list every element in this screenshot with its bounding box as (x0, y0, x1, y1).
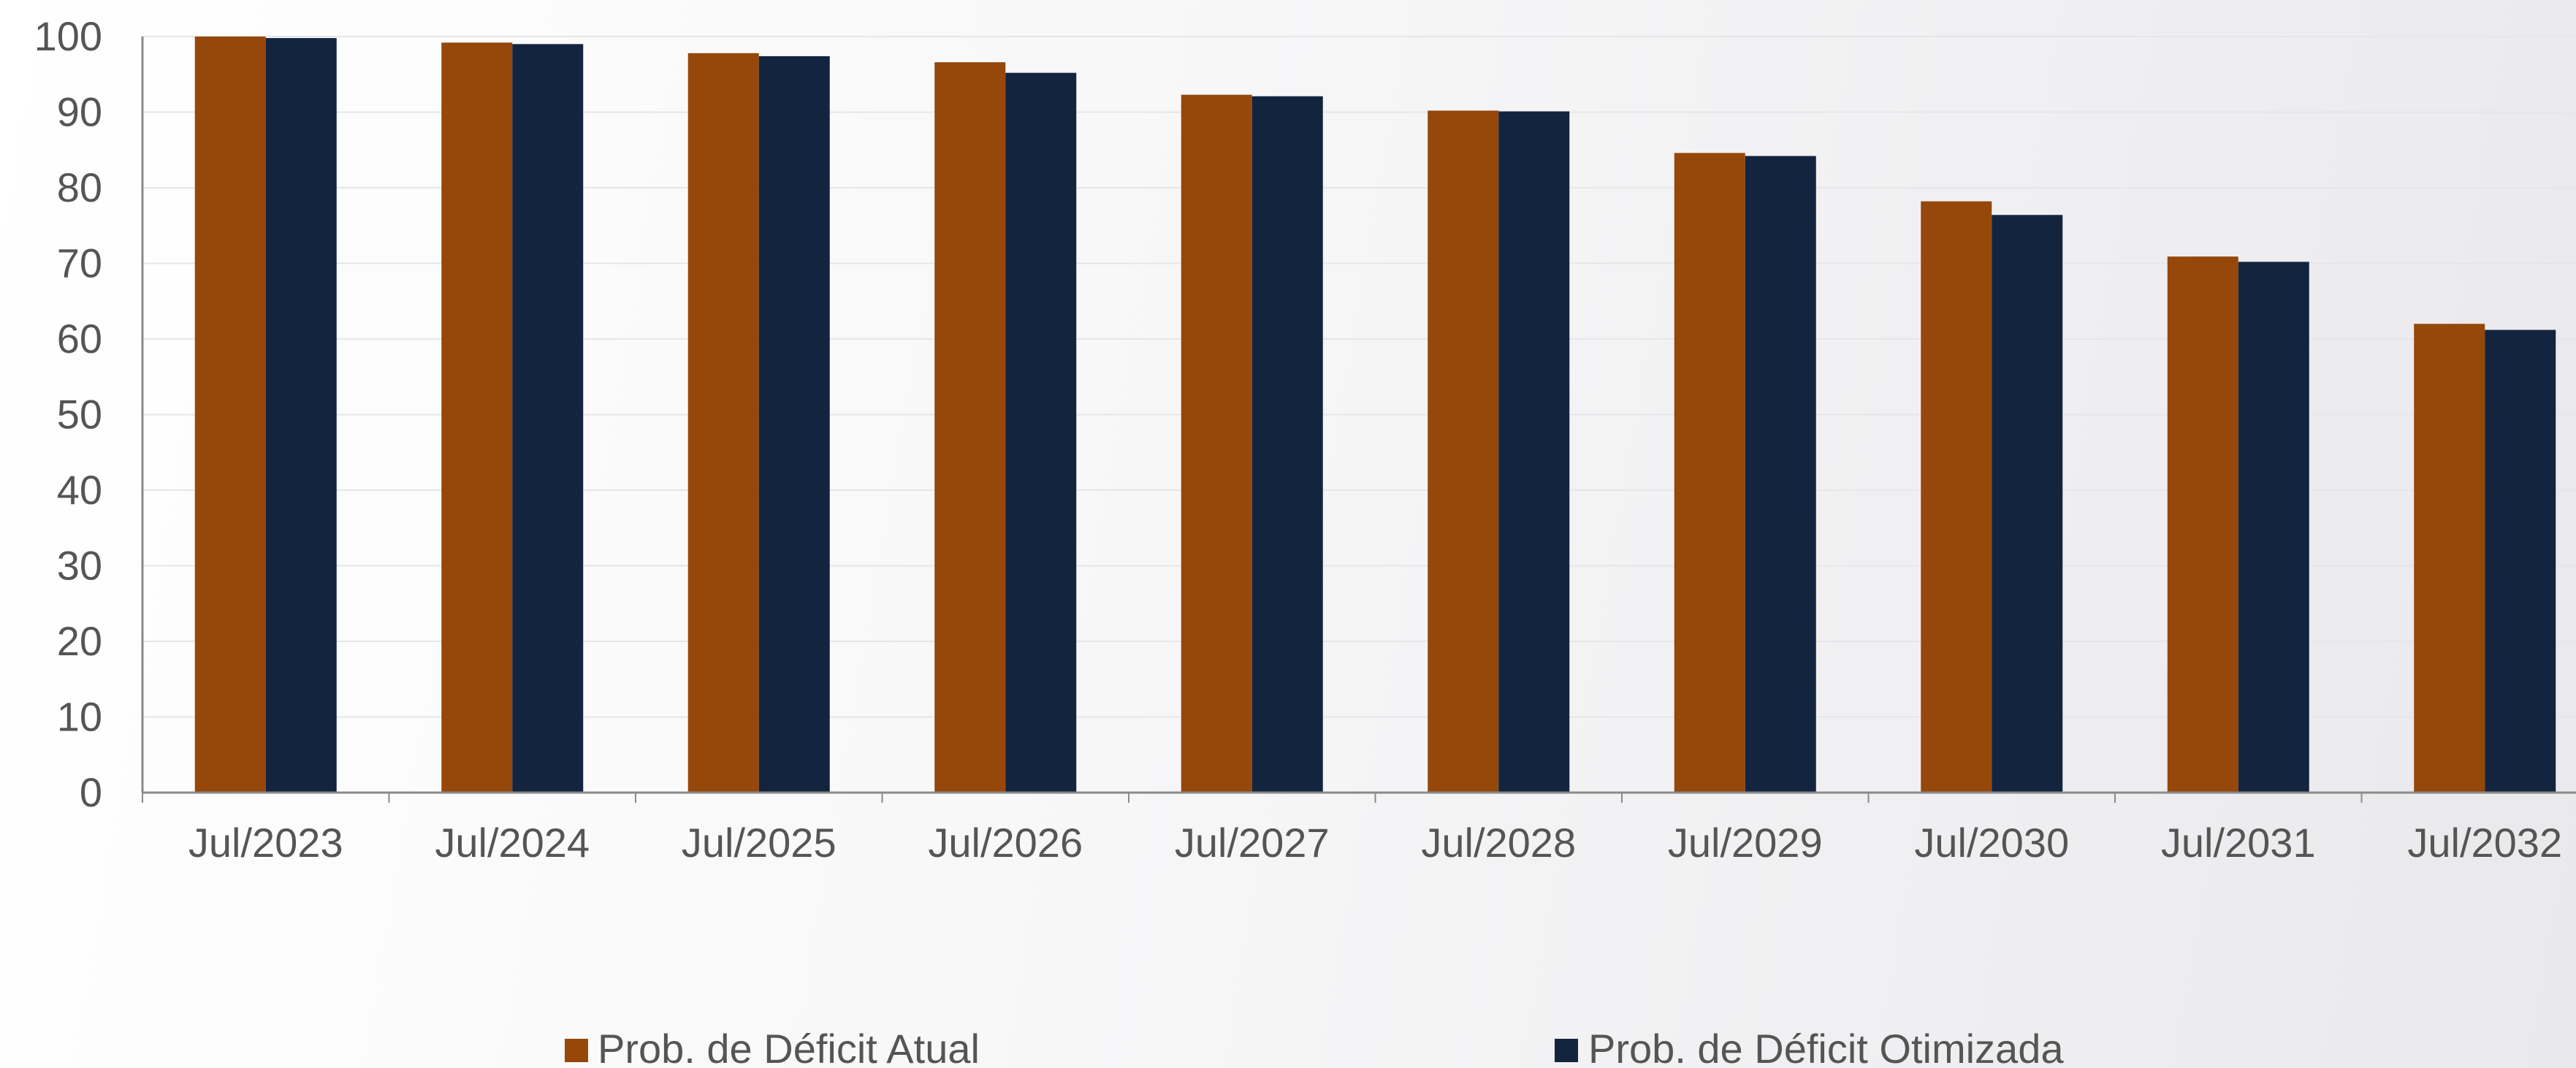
legend-swatch-otimizada (1555, 1039, 1578, 1062)
bar-otimizada (512, 44, 584, 793)
legend-swatch-atual (565, 1039, 588, 1062)
bar-atual (1428, 110, 1499, 793)
bar-otimizada (1251, 96, 1323, 793)
axes (141, 37, 2576, 803)
y-tick-label: 40 (57, 467, 102, 513)
bar-atual (194, 37, 266, 793)
bar-otimizada (1745, 156, 1816, 793)
y-tick-label: 60 (57, 316, 102, 362)
legend-label-otimizada: Prob. de Déficit Otimizada (1588, 1026, 2064, 1068)
x-tick-label: Jul/2025 (682, 820, 837, 866)
x-tick-label: Jul/2028 (1421, 820, 1576, 866)
x-tick-label: Jul/2027 (1175, 820, 1330, 866)
bar-otimizada (1498, 111, 1570, 793)
y-tick-label: 50 (57, 392, 102, 438)
y-tick-label: 20 (57, 618, 102, 664)
x-tick-label: Jul/2024 (435, 820, 590, 866)
bar-atual (2414, 324, 2485, 793)
bar-atual (1181, 94, 1252, 793)
bar-atual (1674, 153, 1745, 793)
y-tick-label: 30 (57, 543, 102, 589)
legend: Prob. de Déficit Atual Prob. de Déficit … (565, 1026, 2064, 1068)
legend-label-atual: Prob. de Déficit Atual (598, 1026, 980, 1068)
y-tick-label: 0 (80, 769, 102, 815)
x-tick-label: Jul/2023 (188, 820, 343, 866)
bar-otimizada (1005, 72, 1077, 793)
y-tick-label: 80 (57, 164, 102, 210)
x-tick-label: Jul/2031 (2161, 820, 2316, 866)
bar-otimizada (2485, 329, 2556, 793)
x-axis-tick-labels: Jul/2023 Jul/2024 Jul/2025 Jul/2026 Jul/2027… (188, 820, 2562, 866)
y-axis-tick-labels: 0 10 20 30 40 50 60 70 80 90 100 (34, 13, 102, 815)
bar-otimizada (265, 38, 337, 793)
y-tick-label: 70 (57, 240, 102, 286)
bar-atual (1921, 201, 1992, 793)
x-tick-label: Jul/2029 (1668, 820, 1823, 866)
x-tick-label: Jul/2032 (2407, 820, 2562, 866)
y-tick-label: 100 (34, 13, 102, 59)
bar-otimizada (1992, 215, 2063, 793)
bar-atual (2167, 256, 2238, 793)
bars (194, 37, 2556, 793)
x-tick-label: Jul/2026 (928, 820, 1083, 866)
x-tick-label: Jul/2030 (1914, 820, 2069, 866)
y-tick-label: 90 (57, 89, 102, 135)
bar-otimizada (758, 56, 830, 793)
bar-atual (441, 42, 513, 793)
y-tick-label: 10 (57, 694, 102, 740)
bar-atual (934, 62, 1006, 793)
bar-otimizada (2238, 262, 2309, 793)
bar-atual (687, 53, 759, 793)
